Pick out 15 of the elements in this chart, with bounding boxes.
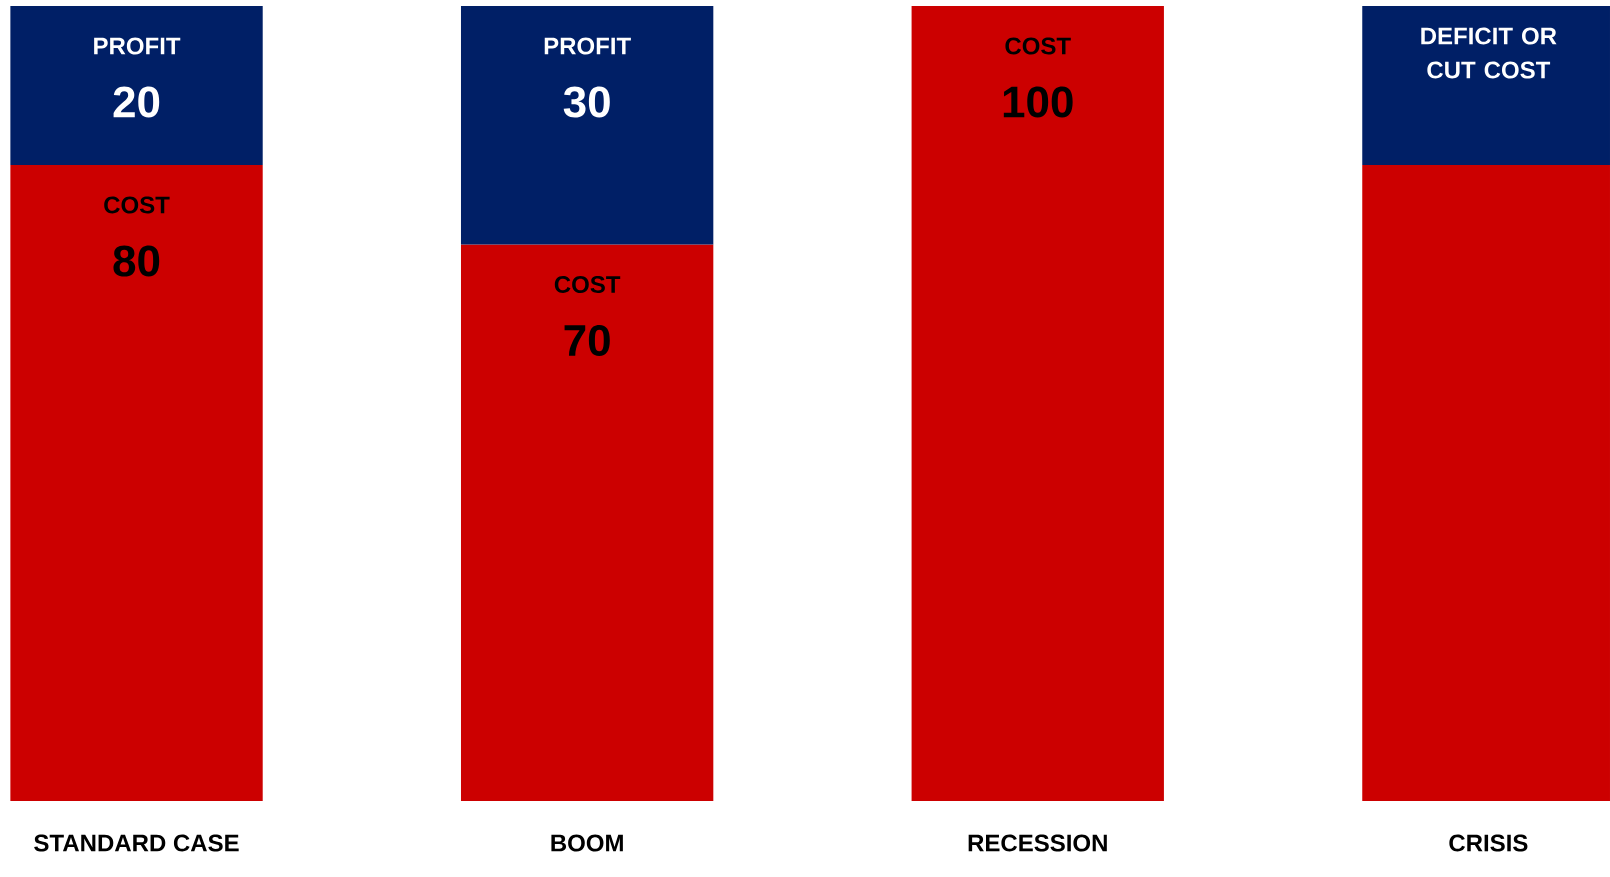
series-label: COST xyxy=(104,196,170,214)
text: COST xyxy=(1005,37,1071,55)
text: PROFIT xyxy=(544,37,631,55)
data-label: 20 xyxy=(113,86,160,118)
x-tick-label: BOOM xyxy=(551,834,623,852)
text: COST xyxy=(554,276,621,293)
x-tick-label: RECESSION xyxy=(968,834,1107,852)
x-tick-label: CRISIS xyxy=(1449,834,1528,852)
annotation: DEFICIT OR CUT COST xyxy=(1421,27,1557,79)
data-label: 70 xyxy=(564,324,610,357)
data-label: 80 xyxy=(113,245,160,277)
data-label: 100 xyxy=(1003,86,1073,118)
x-tick-label: STANDARD CASE xyxy=(34,834,239,852)
data-label: 30 xyxy=(563,86,610,118)
series-label: PROFIT xyxy=(94,37,181,55)
